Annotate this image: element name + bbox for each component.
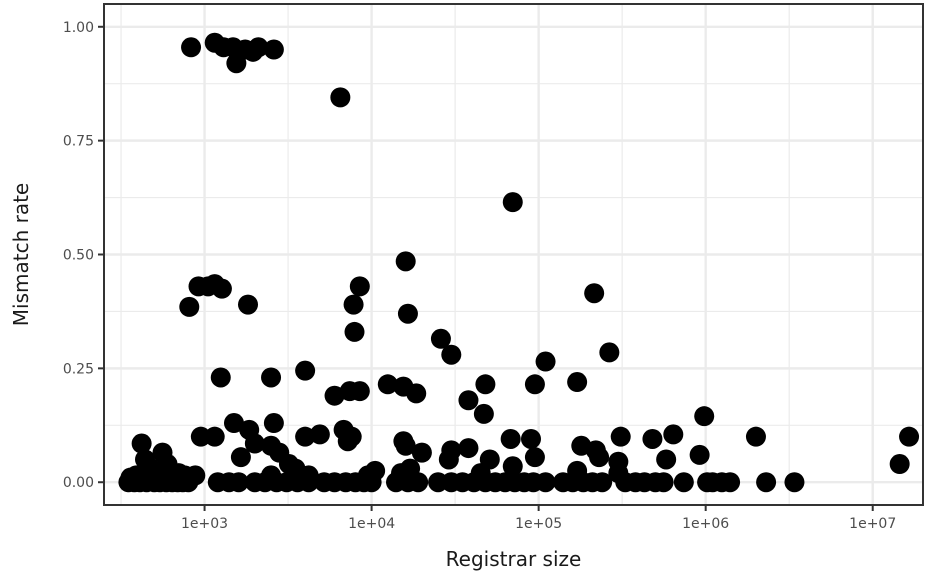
data-point: [502, 192, 523, 213]
data-point: [377, 374, 398, 395]
data-point: [720, 472, 741, 493]
data-point: [343, 294, 364, 315]
data-point: [330, 87, 351, 108]
x-axis: 1e+03 1e+04 1e+05 1e+06 1e+07: [181, 505, 896, 532]
x-tick-label: 1e+04: [348, 516, 395, 532]
data-point: [263, 413, 284, 434]
data-point: [599, 342, 620, 363]
data-point: [694, 406, 715, 427]
data-point: [502, 456, 523, 477]
y-tick-label: 0.00: [63, 475, 94, 491]
data-point: [211, 278, 232, 299]
data-point: [784, 472, 805, 493]
data-point: [295, 426, 316, 447]
data-point: [223, 413, 244, 434]
data-point: [228, 472, 249, 493]
data-point: [190, 426, 211, 447]
data-point: [411, 442, 432, 463]
data-point: [520, 428, 541, 449]
data-point: [349, 381, 370, 402]
data-point: [889, 454, 910, 475]
data-point: [344, 321, 365, 342]
data-point: [397, 303, 418, 324]
data-point: [349, 276, 370, 297]
data-point: [181, 37, 202, 58]
y-tick-label: 1.00: [63, 20, 94, 36]
data-point: [500, 428, 521, 449]
data-point: [430, 328, 451, 349]
data-point: [535, 472, 556, 493]
data-point: [395, 251, 416, 272]
data-point: [756, 472, 777, 493]
data-point: [656, 449, 677, 470]
data-point: [653, 472, 674, 493]
data-point: [524, 374, 545, 395]
data-point: [610, 426, 631, 447]
data-point: [458, 390, 479, 411]
data-point: [408, 472, 429, 493]
data-point: [244, 433, 265, 454]
data-point: [395, 435, 416, 456]
data-point: [263, 39, 284, 60]
y-tick-label: 0.50: [63, 248, 94, 264]
data-point: [524, 447, 545, 468]
data-point: [131, 433, 152, 454]
data-point: [238, 294, 259, 315]
data-point: [899, 426, 920, 447]
x-tick-label: 1e+06: [682, 516, 729, 532]
x-tick-label: 1e+03: [181, 516, 228, 532]
data-point: [324, 385, 345, 406]
data-point: [592, 472, 613, 493]
data-point: [261, 367, 282, 388]
data-point: [438, 449, 459, 470]
data-points: [118, 32, 920, 493]
data-point: [230, 447, 251, 468]
data-point: [475, 374, 496, 395]
x-tick-label: 1e+05: [515, 516, 562, 532]
data-point: [178, 472, 199, 493]
data-point: [473, 403, 494, 424]
data-point: [179, 296, 200, 317]
data-point: [535, 351, 556, 372]
data-point: [341, 426, 362, 447]
data-point: [361, 472, 382, 493]
data-point: [745, 426, 766, 447]
data-point: [298, 472, 319, 493]
data-point: [441, 344, 462, 365]
y-axis: 0.00 0.25 0.50 0.75 1.00: [63, 20, 104, 491]
x-axis-title: Registrar size: [446, 547, 582, 571]
data-point: [210, 367, 231, 388]
y-tick-label: 0.25: [63, 361, 94, 377]
data-point: [248, 37, 269, 58]
data-point: [406, 383, 427, 404]
data-point: [663, 424, 684, 445]
data-point: [309, 424, 330, 445]
y-tick-label: 0.75: [63, 134, 94, 150]
data-point: [642, 428, 663, 449]
data-point: [295, 360, 316, 381]
data-point: [673, 472, 694, 493]
data-point: [458, 438, 479, 459]
x-tick-label: 1e+07: [849, 516, 896, 532]
data-point: [689, 444, 710, 465]
data-point: [584, 283, 605, 304]
data-point: [589, 447, 610, 468]
data-point: [204, 426, 225, 447]
data-point: [567, 372, 588, 393]
y-axis-title: Mismatch rate: [9, 183, 33, 326]
